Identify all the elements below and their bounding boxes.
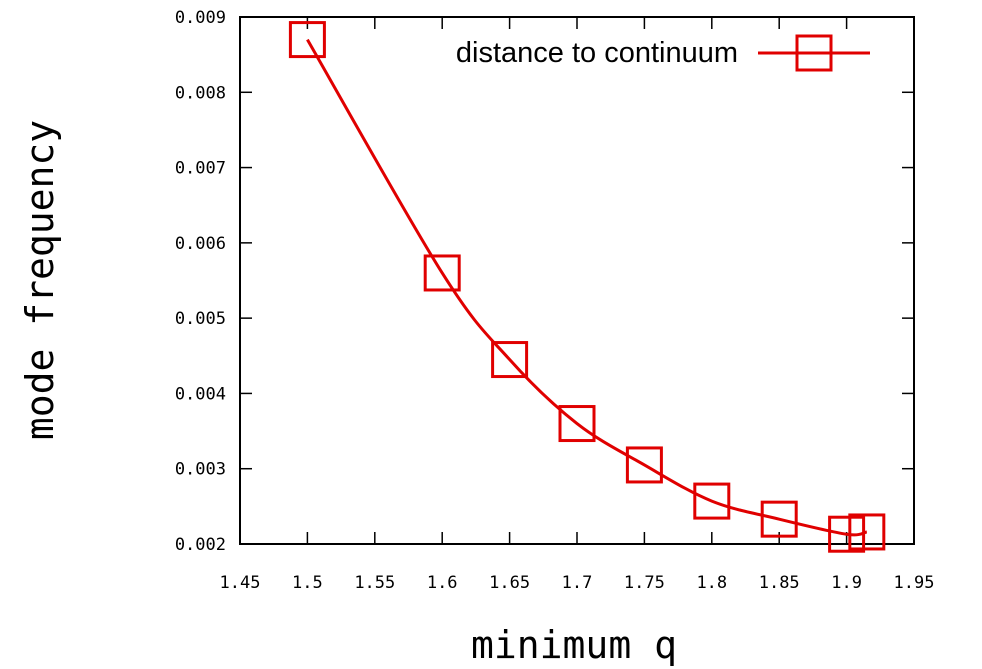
y-tick-label: 0.004 (175, 384, 226, 404)
data-point-marker (693, 482, 731, 520)
series-line (306, 38, 868, 537)
y-tick-label: 0.009 (175, 8, 226, 28)
legend-marker (795, 34, 833, 72)
data-point-marker (423, 254, 461, 292)
y-axis-title: mode frequency (18, 120, 62, 440)
axis-ticks: 1.45 1.5 1.55 1.6 1.65 1.7 1.75 1.8 1.85 1.9 1.95 0… (175, 8, 935, 593)
data-point-marker (828, 515, 866, 553)
x-tick-label: 1.9 (831, 573, 862, 593)
data-point-marker (760, 500, 798, 538)
x-tick-label: 1.65 (489, 573, 530, 593)
x-tick-label: 1.55 (354, 573, 395, 593)
y-tick-label: 0.006 (175, 234, 226, 254)
legend: distance to continuum (456, 34, 870, 72)
x-tick-label: 1.5 (292, 573, 323, 593)
x-tick-label: 1.45 (220, 573, 261, 593)
data-point-marker (491, 341, 529, 379)
x-tick-label: 1.95 (894, 573, 935, 593)
legend-label: distance to continuum (456, 37, 738, 69)
data-point-marker (288, 21, 326, 59)
data-point-marker (558, 405, 596, 443)
x-tick-label: 1.75 (624, 573, 665, 593)
y-tick-label: 0.002 (175, 535, 226, 555)
x-tick-label: 1.8 (696, 573, 727, 593)
x-tick-label: 1.7 (562, 573, 593, 593)
y-tick-label: 0.008 (175, 83, 226, 103)
y-tick-label: 0.003 (175, 460, 226, 480)
y-tick-label: 0.005 (175, 309, 226, 329)
x-tick-label: 1.6 (427, 573, 458, 593)
x-axis-title: minimum q (471, 623, 677, 667)
y-tick-label: 0.007 (175, 159, 226, 179)
x-tick-label: 1.85 (759, 573, 800, 593)
data-point-marker (625, 446, 663, 484)
data-point-marker (848, 513, 886, 551)
series-layer (288, 21, 886, 553)
